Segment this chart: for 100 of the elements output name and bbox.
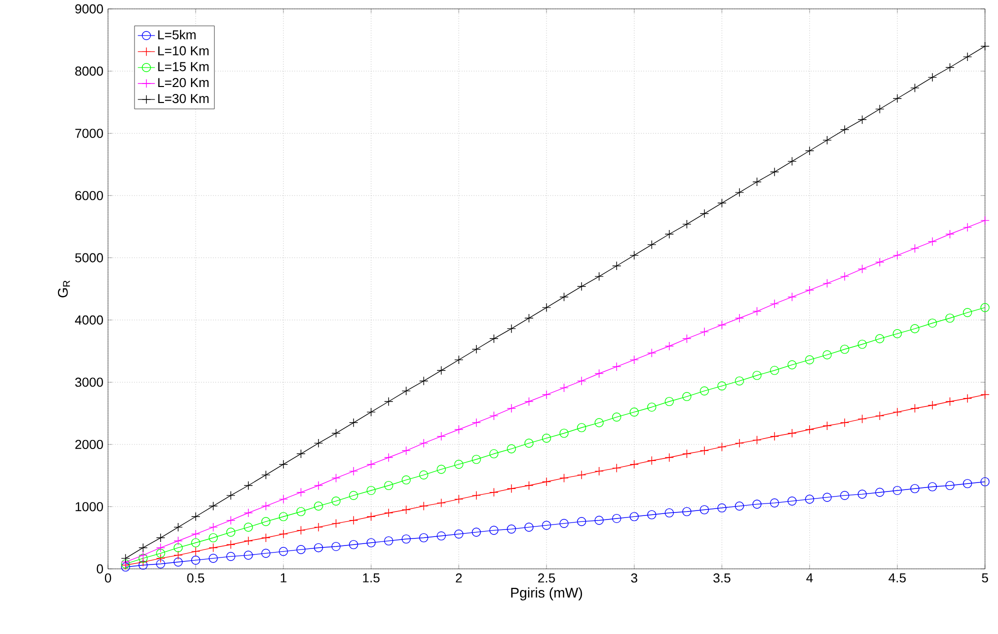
point (892, 250, 902, 260)
point (612, 362, 622, 372)
point (506, 404, 516, 413)
point (858, 115, 867, 124)
point (156, 543, 166, 552)
x-tick-label: 3 (631, 573, 638, 583)
point (472, 454, 481, 464)
point (436, 366, 446, 375)
point (892, 94, 902, 104)
point (770, 366, 780, 375)
point (296, 526, 306, 535)
point (349, 540, 358, 550)
point (436, 464, 446, 474)
point (560, 383, 569, 392)
point (980, 390, 990, 400)
point (892, 408, 902, 417)
point (296, 545, 306, 554)
point (366, 460, 376, 469)
point (314, 522, 324, 532)
point (314, 502, 324, 511)
point (419, 502, 428, 511)
point (244, 550, 253, 560)
x-tick-label: 1.5 (363, 573, 380, 582)
point (138, 554, 148, 563)
x-tick-label: 5 (982, 573, 988, 582)
point (577, 376, 586, 386)
point (980, 303, 990, 312)
point (752, 306, 762, 316)
point (717, 198, 726, 208)
point (682, 449, 692, 458)
point (840, 418, 850, 428)
point (174, 558, 183, 567)
point (892, 329, 902, 338)
point (261, 470, 270, 480)
point (524, 314, 534, 323)
point (331, 428, 341, 438)
point (542, 520, 552, 530)
point (156, 559, 166, 568)
point (717, 442, 726, 452)
point (208, 502, 218, 511)
point (664, 342, 674, 351)
point (630, 460, 639, 469)
point (612, 412, 622, 422)
x-tick-label: 4.5 (888, 573, 906, 582)
point (822, 492, 832, 502)
point (858, 490, 867, 499)
point (454, 425, 464, 434)
point (366, 538, 376, 548)
point (261, 548, 270, 558)
point (278, 512, 288, 522)
point (454, 355, 464, 364)
point (191, 546, 200, 556)
point (138, 550, 148, 560)
point (945, 397, 954, 406)
point (331, 474, 341, 483)
point (506, 324, 516, 334)
point (980, 477, 990, 486)
point (577, 423, 586, 432)
point (612, 514, 622, 524)
point (296, 488, 306, 497)
point (156, 548, 166, 558)
point (138, 560, 148, 570)
y-tick-label: 5000 (75, 253, 103, 262)
point (962, 222, 972, 232)
point (156, 533, 166, 542)
point (822, 136, 832, 145)
point (560, 292, 569, 302)
point (577, 470, 586, 480)
point (454, 494, 464, 504)
point (349, 418, 358, 428)
point (489, 488, 498, 497)
point (419, 438, 428, 448)
point (682, 220, 692, 229)
point (419, 533, 428, 542)
point (331, 518, 341, 528)
point (700, 327, 709, 336)
point (208, 533, 218, 542)
point (788, 156, 797, 166)
point (770, 432, 780, 441)
point (524, 438, 534, 448)
point (436, 531, 446, 540)
point (191, 556, 200, 565)
point (910, 324, 920, 334)
point (822, 278, 832, 288)
point (664, 508, 674, 518)
point (630, 250, 639, 260)
point (962, 308, 972, 318)
point (524, 522, 534, 532)
point (349, 490, 358, 500)
point (560, 518, 569, 528)
y-tick-label: 8000 (75, 66, 103, 76)
point (174, 550, 183, 560)
point (612, 464, 622, 473)
point (226, 528, 236, 537)
point (577, 282, 586, 291)
point (331, 542, 341, 552)
y-tick-label: 0 (96, 564, 103, 574)
y-tick-label: 9000 (75, 4, 103, 14)
point (366, 486, 376, 496)
point (875, 258, 884, 267)
